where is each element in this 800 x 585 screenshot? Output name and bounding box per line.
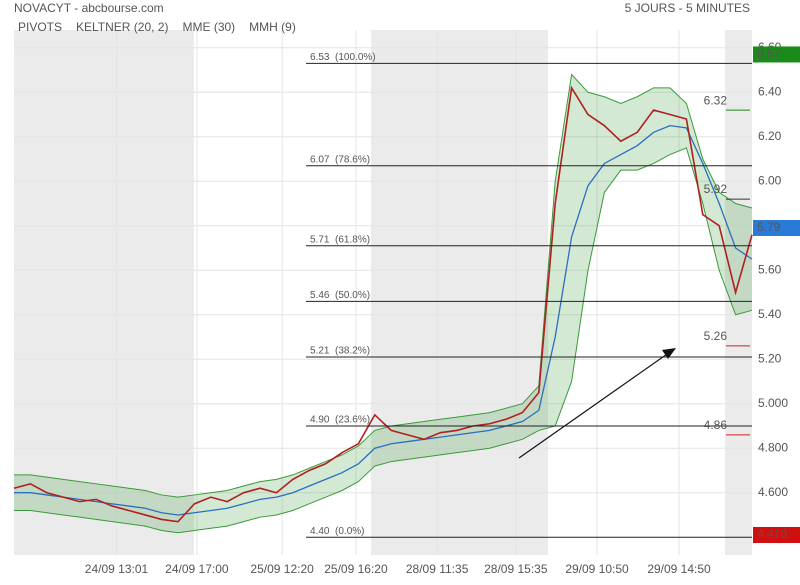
fib-label: 6.53 (100.0%) bbox=[310, 52, 376, 63]
fib-label: 5.46 (50.0%) bbox=[310, 290, 370, 301]
x-tick-label: 24/09 13:01 bbox=[85, 562, 149, 576]
pivot-label: 4.86 bbox=[704, 418, 728, 432]
arrow-head bbox=[662, 348, 676, 359]
legend-entry: KELTNER (20, 2) bbox=[76, 20, 168, 34]
x-tick-label: 25/09 12:20 bbox=[250, 562, 314, 576]
legend-entry: MMH (9) bbox=[249, 20, 296, 34]
keltner-lower bbox=[14, 147, 753, 534]
y-tick-label: 6.00 bbox=[758, 173, 782, 187]
y-tick-label: 5.40 bbox=[758, 307, 782, 321]
plot-layer: 4.6004.8005.0005.205.405.605.806.006.206… bbox=[13, 30, 800, 576]
x-tick-label: 28/09 11:35 bbox=[406, 562, 469, 576]
legend-entry: MME (30) bbox=[183, 20, 236, 34]
pivot-label: 6.32 bbox=[704, 93, 728, 107]
y-tick-label: 5.20 bbox=[758, 351, 782, 365]
fib-label: 5.21 (38.2%) bbox=[310, 346, 370, 357]
price-badge-label: 6.57 bbox=[757, 47, 781, 61]
fib-label: 4.90 (23.6%) bbox=[310, 415, 370, 426]
session-shade bbox=[371, 30, 548, 555]
price-badge bbox=[753, 526, 800, 543]
y-tick-label: 4.800 bbox=[758, 440, 788, 454]
price-badge-label: 5.79 bbox=[757, 220, 781, 234]
x-tick-label: 29/09 14:50 bbox=[647, 562, 711, 576]
series-line bbox=[14, 124, 753, 516]
x-tick-label: 28/09 15:35 bbox=[484, 562, 548, 576]
x-tick-label: 25/09 16:20 bbox=[324, 562, 388, 576]
pivot-label: 5.26 bbox=[704, 329, 728, 343]
legend-entry: PIVOTS bbox=[18, 20, 62, 34]
fib-label: 6.07 (78.6%) bbox=[310, 154, 370, 165]
chart-title: NOVACYT - abcbourse.com bbox=[14, 1, 164, 15]
fib-label: 5.71 (61.8%) bbox=[310, 234, 370, 245]
price-badge-label: 4.410 bbox=[757, 527, 787, 541]
y-tick-label: 5.60 bbox=[758, 262, 782, 276]
y-tick-label: 4.600 bbox=[758, 485, 788, 499]
x-tick-label: 24/09 17:00 bbox=[165, 562, 229, 576]
price-badge bbox=[753, 46, 800, 63]
keltner-band bbox=[14, 74, 752, 533]
keltner-upper bbox=[14, 73, 753, 498]
pivot-label: 5.92 bbox=[704, 182, 728, 196]
session-shade bbox=[725, 30, 752, 555]
session-shade bbox=[14, 30, 194, 555]
y-tick-label: 6.40 bbox=[758, 84, 782, 98]
x-tick-label: 29/09 10:50 bbox=[565, 562, 629, 576]
price-badge bbox=[753, 219, 800, 236]
trend-arrow bbox=[518, 351, 671, 459]
chart-subtitle: 5 JOURS - 5 MINUTES bbox=[625, 1, 750, 15]
y-tick-label: 5.000 bbox=[758, 396, 788, 410]
series-line bbox=[13, 85, 753, 523]
y-tick-label: 6.20 bbox=[758, 129, 782, 143]
fib-label: 4.40 (0.0%) bbox=[310, 526, 364, 537]
